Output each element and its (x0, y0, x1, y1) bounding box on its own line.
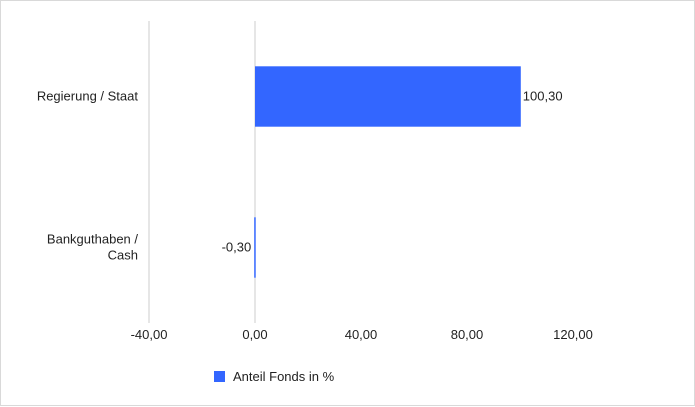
data-label: -0,30 (222, 240, 252, 255)
bar (255, 66, 521, 127)
x-tick-label: -40,00 (131, 327, 168, 342)
x-tick-label: 40,00 (345, 327, 378, 342)
category-label: Bankguthaben / Cash (47, 232, 138, 263)
legend: Anteil Fonds in % (214, 369, 334, 384)
data-label: 100,30 (523, 89, 563, 104)
category-label: Regierung / Staat (37, 89, 139, 104)
x-tick-label: 80,00 (451, 327, 484, 342)
bar (254, 217, 256, 278)
legend-label: Anteil Fonds in % (233, 369, 335, 384)
x-tick-label: 0,00 (242, 327, 267, 342)
legend-swatch (214, 371, 225, 382)
x-tick-label: 120,00 (553, 327, 593, 342)
